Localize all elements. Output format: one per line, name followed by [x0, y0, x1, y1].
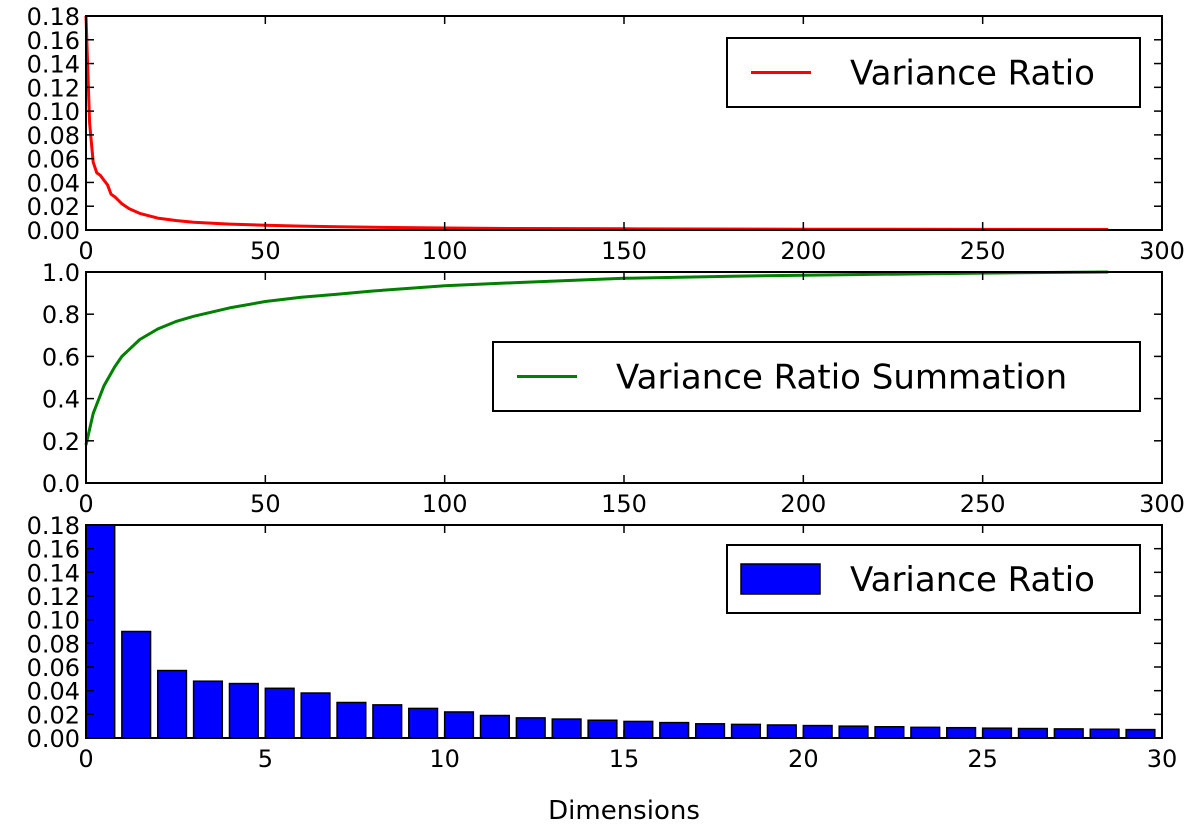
bar-4 [228, 682, 259, 739]
x-tick-label: 150 [601, 237, 647, 265]
y-tick-label: 0.04 [27, 678, 80, 706]
bar-27 [1053, 728, 1084, 739]
y-tick-label: 0.10 [27, 607, 80, 635]
y-tick-label: 0.4 [42, 386, 80, 414]
x-tick-label: 0 [78, 490, 93, 518]
bar-18 [730, 723, 762, 739]
x-tick-label: 200 [780, 237, 826, 265]
y-tick-label: 0.00 [27, 217, 80, 245]
bar-28 [1089, 728, 1120, 739]
x-tick-label: 5 [258, 745, 273, 773]
x-tick-label: 100 [422, 490, 468, 518]
y-tick-label: 0.02 [27, 193, 80, 221]
x-tick-label: 50 [250, 237, 281, 265]
bar-22 [874, 726, 905, 739]
y-tick-label: 0.2 [42, 428, 80, 456]
x-tick-label: 30 [1147, 745, 1178, 773]
bar-15 [623, 720, 654, 739]
x-tick-label: 0 [78, 745, 93, 773]
legend: Variance Ratio Summation [492, 341, 1141, 412]
legend-label: Variance Ratio [850, 54, 1095, 94]
series-line [84, 15, 1109, 231]
bar-26 [1017, 727, 1048, 739]
y-tick-label: 0.00 [27, 725, 80, 753]
x-tick-label: 200 [780, 490, 826, 518]
y-tick-label: 0.8 [42, 301, 80, 329]
x-tick-label: 150 [601, 490, 647, 518]
y-tick-label: 0.18 [27, 3, 80, 31]
x-tick-label: 0 [78, 237, 93, 265]
bar-20 [802, 724, 833, 739]
x-axis-label: Dimensions [548, 796, 700, 826]
y-tick-label: 0.08 [27, 630, 80, 658]
bar-12 [515, 717, 546, 739]
x-tick-label: 250 [960, 237, 1006, 265]
bar-24 [946, 726, 977, 739]
x-tick-label: 300 [1139, 237, 1185, 265]
x-tick-label: 10 [429, 745, 460, 773]
bar-11 [479, 714, 510, 739]
legend-swatch [740, 563, 821, 595]
y-tick-label: 0.6 [42, 343, 80, 371]
bar-23 [910, 726, 941, 739]
bar-8 [372, 704, 403, 739]
y-tick-label: 0.08 [27, 122, 80, 150]
y-tick-label: 0.06 [27, 146, 80, 174]
y-tick-label: 0.02 [27, 701, 80, 729]
bar-13 [551, 718, 582, 739]
bar-7 [336, 701, 367, 739]
legend-label: Variance Ratio Summation [616, 358, 1067, 398]
bar-5 [264, 687, 295, 739]
x-tick-label: 20 [788, 745, 819, 773]
y-tick-label: 0.10 [27, 98, 80, 126]
x-tick-label: 250 [960, 490, 1006, 518]
bar-21 [838, 725, 869, 739]
bar-10 [443, 711, 475, 739]
legend: Variance Ratio [726, 37, 1141, 108]
y-tick-label: 0.06 [27, 654, 80, 682]
y-tick-label: 0.0 [42, 470, 80, 498]
legend: Variance Ratio [726, 544, 1141, 614]
chart-panel-3: 0 5 10 15 20 25 30 0.000.020.040.060.080.100.12… [27, 512, 1178, 826]
y-tick-label: 0.14 [27, 51, 80, 79]
legend-label: Variance Ratio [850, 560, 1095, 600]
series-line [84, 270, 1109, 446]
x-tick-label: 25 [967, 745, 998, 773]
y-tick-label: 0.04 [27, 169, 80, 197]
bar-0 [85, 524, 116, 739]
bar-14 [587, 719, 618, 739]
y-tick-label: 0.12 [27, 74, 80, 102]
bar-3 [192, 680, 224, 739]
chart-panel-2: 0 50 100 150 200 250 300 0.0 0.2 0.4 0.6 0.8 1.0 Vari… [42, 259, 1185, 518]
x-tick-label: 300 [1139, 490, 1185, 518]
y-tick-label: 0.12 [27, 583, 80, 611]
chart-panel-1: 0 50 100 150 200 250 3000.000.020.040.060.080.… [27, 3, 1185, 265]
x-tick-label: 100 [422, 237, 468, 265]
bar-17 [694, 723, 726, 739]
y-tick-label: 0.16 [27, 536, 80, 564]
y-tick-label: 0.14 [27, 559, 80, 587]
x-tick-label: 50 [250, 490, 281, 518]
y-tick-label: 1.0 [42, 259, 80, 287]
bar-29 [1125, 728, 1156, 739]
bar-16 [659, 721, 690, 739]
bar-6 [300, 692, 331, 739]
bar-25 [981, 727, 1013, 739]
x-tick-label: 15 [609, 745, 640, 773]
y-tick-label: 0.16 [27, 27, 80, 55]
legend-box [492, 341, 1141, 412]
bar-2 [156, 669, 188, 739]
bar-9 [408, 707, 439, 739]
bar-19 [766, 724, 797, 739]
bar-1 [121, 630, 152, 739]
y-tick-label: 0.18 [27, 512, 80, 540]
